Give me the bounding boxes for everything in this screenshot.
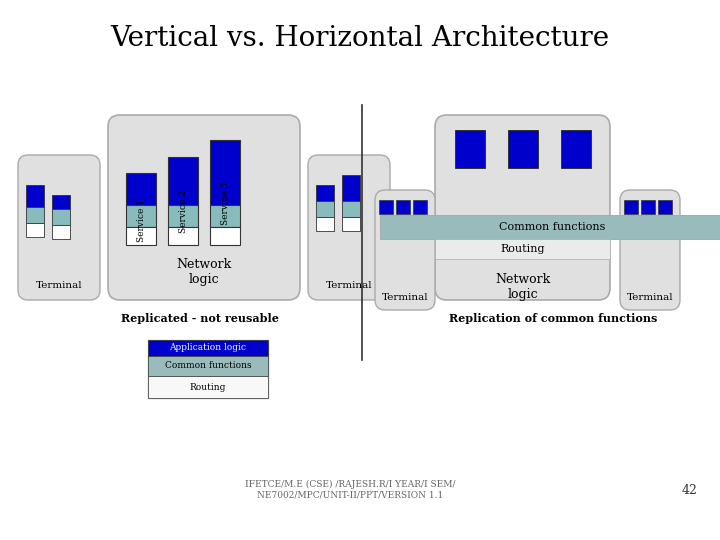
Text: IFETCE/M.E (CSE) /RAJESH.R/I YEAR/I SEM/
NE7002/MPC/UNIT-II/PPT/VERSION 1.1: IFETCE/M.E (CSE) /RAJESH.R/I YEAR/I SEM/… <box>245 480 455 500</box>
Bar <box>26 207 44 223</box>
Bar <box>52 209 70 225</box>
Text: Terminal: Terminal <box>325 280 372 289</box>
Text: Common functions: Common functions <box>165 361 251 370</box>
Bar <box>342 201 360 217</box>
Bar <box>455 130 485 168</box>
Bar <box>396 200 410 214</box>
Bar <box>52 225 70 239</box>
Text: Routing: Routing <box>500 244 545 254</box>
Text: Terminal: Terminal <box>626 293 673 301</box>
Bar <box>379 200 393 214</box>
Bar <box>148 376 268 398</box>
Text: Service 3: Service 3 <box>220 182 230 225</box>
Text: Network
logic: Network logic <box>495 273 550 301</box>
Bar <box>641 200 655 214</box>
Text: Application logic: Application logic <box>169 343 246 353</box>
Text: Replication of common functions: Replication of common functions <box>449 313 657 323</box>
Text: Routing: Routing <box>190 382 226 392</box>
Text: Common functions: Common functions <box>499 222 606 232</box>
Bar <box>210 140 240 205</box>
Text: Terminal: Terminal <box>36 280 82 289</box>
Text: Network
logic: Network logic <box>176 258 232 286</box>
Bar <box>561 130 591 168</box>
Bar <box>380 215 720 239</box>
Bar <box>126 173 156 205</box>
Text: Terminal: Terminal <box>382 293 428 301</box>
Text: Vertical vs. Horizontal Architecture: Vertical vs. Horizontal Architecture <box>110 24 610 51</box>
Bar <box>126 205 156 227</box>
Bar <box>52 195 70 209</box>
Bar <box>316 185 334 201</box>
Bar <box>210 205 240 227</box>
Bar <box>316 201 334 217</box>
Bar <box>26 223 44 237</box>
Bar <box>168 157 198 205</box>
Bar <box>148 340 268 398</box>
Bar <box>316 217 334 231</box>
FancyBboxPatch shape <box>375 190 435 310</box>
FancyBboxPatch shape <box>108 115 300 300</box>
FancyBboxPatch shape <box>435 115 610 300</box>
FancyBboxPatch shape <box>308 155 390 300</box>
Bar <box>168 205 198 227</box>
Bar <box>658 200 672 214</box>
Text: Replicated - not reusable: Replicated - not reusable <box>121 313 279 323</box>
Bar <box>413 200 427 214</box>
Bar <box>435 239 610 259</box>
Bar <box>26 185 44 207</box>
Bar <box>624 200 638 214</box>
Bar <box>168 227 198 245</box>
Bar <box>342 175 360 201</box>
Bar <box>508 130 538 168</box>
Bar <box>210 227 240 245</box>
Text: Service 2: Service 2 <box>179 191 187 233</box>
Bar <box>126 227 156 245</box>
FancyBboxPatch shape <box>18 155 100 300</box>
Text: Service 1: Service 1 <box>137 199 145 241</box>
Bar <box>148 340 268 356</box>
Bar <box>148 356 268 376</box>
FancyBboxPatch shape <box>620 190 680 310</box>
Bar <box>342 217 360 231</box>
Text: 42: 42 <box>682 483 698 496</box>
